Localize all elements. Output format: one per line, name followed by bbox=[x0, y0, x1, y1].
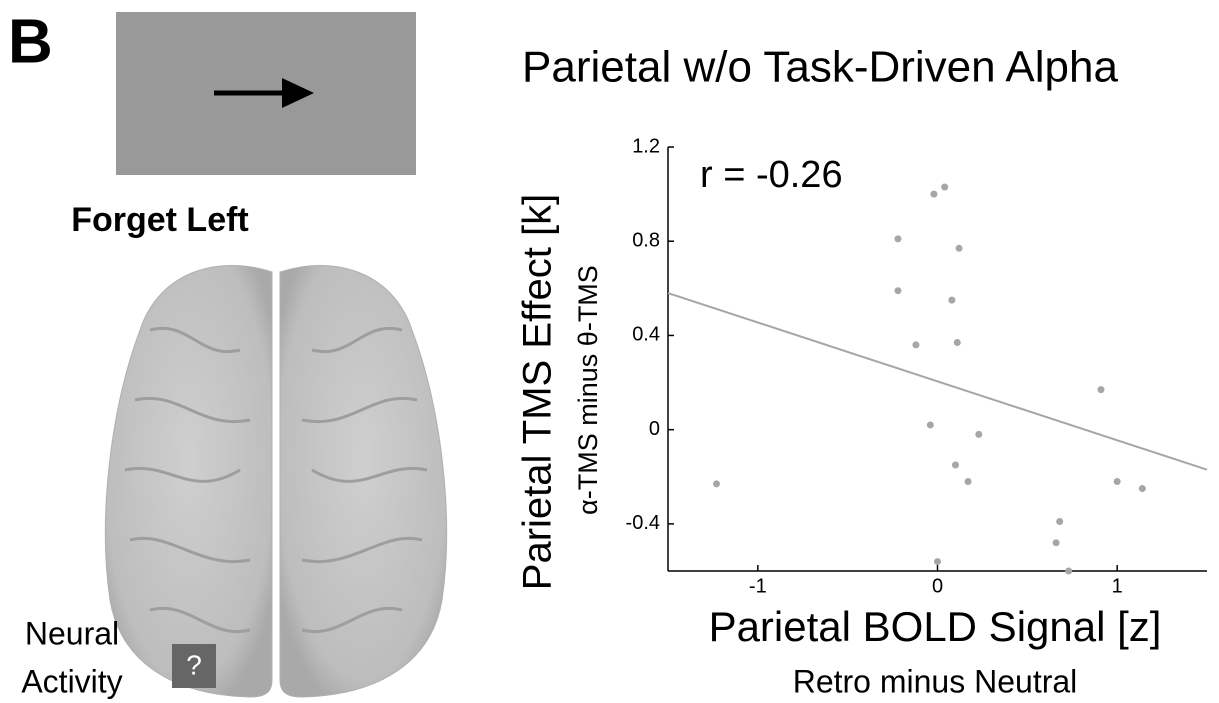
figure: B Forget Left Neural Activity ? Parietal… bbox=[0, 0, 1219, 703]
point bbox=[941, 184, 948, 191]
fit-line bbox=[668, 293, 1207, 470]
point bbox=[1097, 386, 1104, 393]
chart-title: Parietal w/o Task-Driven Alpha bbox=[522, 43, 1118, 92]
y-tick-label: 0 bbox=[649, 418, 660, 440]
point bbox=[1065, 568, 1072, 575]
point bbox=[952, 462, 959, 469]
point bbox=[1114, 478, 1121, 485]
caption: Forget Left bbox=[71, 201, 249, 239]
legend-line: Neural bbox=[25, 615, 119, 651]
y-axis-label: Parietal TMS Effect [k] bbox=[516, 194, 560, 590]
point bbox=[1053, 539, 1060, 546]
point bbox=[948, 297, 955, 304]
point bbox=[954, 339, 961, 346]
x-tick-label: 0 bbox=[932, 575, 943, 597]
point bbox=[912, 341, 919, 348]
y-tick-label: 0.8 bbox=[632, 230, 660, 252]
point bbox=[894, 235, 901, 242]
point bbox=[927, 421, 934, 428]
right-hemisphere bbox=[280, 265, 447, 697]
point bbox=[965, 478, 972, 485]
y-tick-label: 0.4 bbox=[632, 324, 660, 346]
x-tick-label: -1 bbox=[749, 575, 767, 597]
point bbox=[894, 287, 901, 294]
y-tick-label: -0.4 bbox=[626, 512, 660, 534]
left-hemisphere bbox=[105, 265, 272, 697]
x-tick-label: 1 bbox=[1112, 575, 1123, 597]
point bbox=[713, 480, 720, 487]
y-tick-label: 1.2 bbox=[632, 135, 660, 157]
legend-line: Activity bbox=[21, 663, 122, 699]
annotation: r = -0.26 bbox=[700, 154, 843, 196]
x-axis-sublabel: Retro minus Neutral bbox=[793, 663, 1078, 699]
point bbox=[1056, 518, 1063, 525]
point bbox=[956, 245, 963, 252]
x-axis-label: Parietal BOLD Signal [z] bbox=[709, 603, 1162, 650]
panel-label: B bbox=[8, 7, 53, 76]
point bbox=[930, 191, 937, 198]
point bbox=[1139, 485, 1146, 492]
point bbox=[934, 558, 941, 565]
y-axis-sublabel: α-TMS minus θ-TMS bbox=[573, 265, 603, 515]
legend-icon-text: ? bbox=[186, 649, 202, 680]
point bbox=[975, 431, 982, 438]
